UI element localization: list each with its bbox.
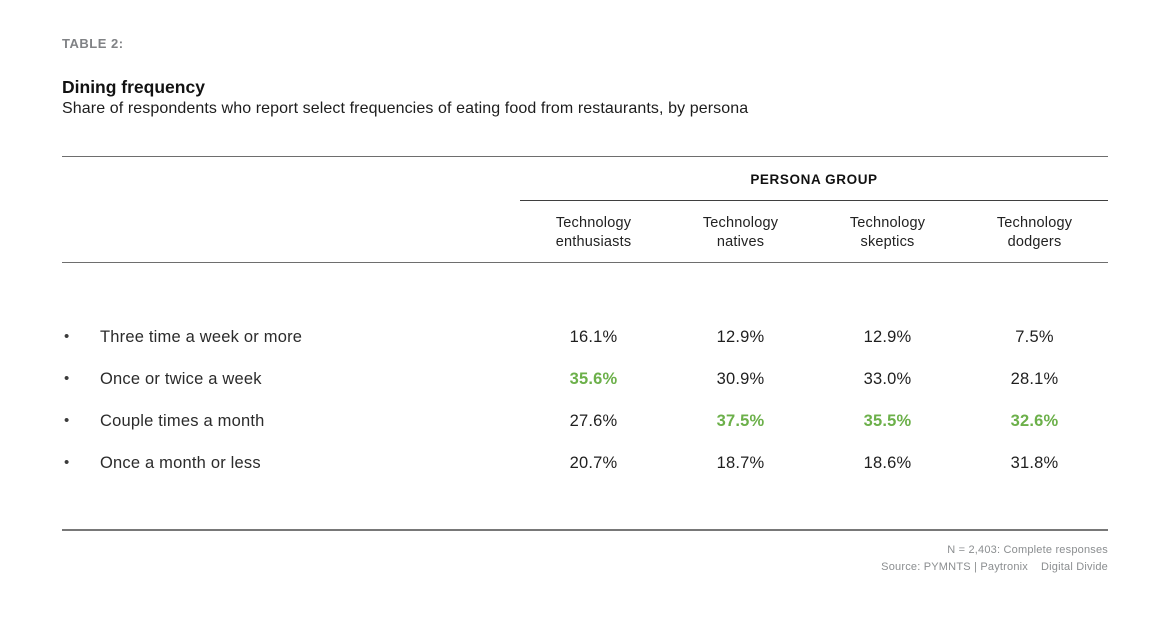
table-row: Once or twice a week 35.6% 30.9% 33.0% 2… [62,358,1108,400]
value-cell: 12.9% [863,327,912,346]
value-cell: 37.5% [716,411,765,430]
table-row: Couple times a month 27.6% 37.5% 35.5% 3… [62,400,1108,442]
column-header-line1: Technology [996,215,1073,231]
column-header-enthusiasts: Technology enthusiasts [520,214,667,252]
column-header-line1: Technology [555,215,632,231]
table-body: Three time a week or more 16.1% 12.9% 12… [62,316,1108,484]
value-cell: 16.1% [569,327,618,346]
footnote-sample-size: N = 2,403: Complete responses [947,544,1108,556]
value-cell: 12.9% [716,327,765,346]
value-cell: 28.1% [1010,369,1059,388]
value-cell: 35.6% [569,369,618,388]
value-cell: 20.7% [569,453,618,472]
column-header-line1: Technology [702,215,779,231]
column-header-line2: enthusiasts [555,234,632,250]
row-label: Once or twice a week [62,370,520,389]
column-header-line2: natives [716,234,765,250]
table-title: Dining frequency [62,77,205,97]
column-header-skeptics: Technology skeptics [814,214,961,252]
rule-under-group-header [520,200,1108,201]
footnote-source-right: Digital Divide [1041,561,1108,573]
value-cell: 18.7% [716,453,765,472]
footnote-source: Source: PYMNTS | Paytronix Digital Divide [881,559,1108,576]
value-cell: 27.6% [569,411,618,430]
column-header-line2: dodgers [1007,234,1062,250]
table-row: Three time a week or more 16.1% 12.9% 12… [62,316,1108,358]
rule-under-column-headers [62,262,1108,263]
value-cell: 7.5% [1015,327,1054,346]
rule-bottom [62,529,1108,531]
footnotes: N = 2,403: Complete responses Source: PY… [881,542,1108,576]
table-subtitle: Share of respondents who report select f… [62,100,749,117]
column-headers: Technology enthusiasts Technology native… [520,214,1108,252]
row-label: Once a month or less [62,454,520,473]
rule-top [62,156,1108,157]
column-header-dodgers: Technology dodgers [961,214,1108,252]
row-label: Couple times a month [62,412,520,431]
column-header-natives: Technology natives [667,214,814,252]
value-cell: 33.0% [863,369,912,388]
value-cell: 35.5% [863,411,912,430]
table-tag: TABLE 2: [62,36,124,51]
column-group-header: PERSONA GROUP [750,172,878,187]
value-cell: 18.6% [863,453,912,472]
column-header-line2: skeptics [860,234,915,250]
value-cell: 32.6% [1010,411,1059,430]
value-cell: 30.9% [716,369,765,388]
table-row: Once a month or less 20.7% 18.7% 18.6% 3… [62,442,1108,484]
column-header-line1: Technology [849,215,926,231]
footnote-source-left: Source: PYMNTS | Paytronix [881,561,1028,573]
value-cell: 31.8% [1010,453,1059,472]
row-label: Three time a week or more [62,328,520,347]
